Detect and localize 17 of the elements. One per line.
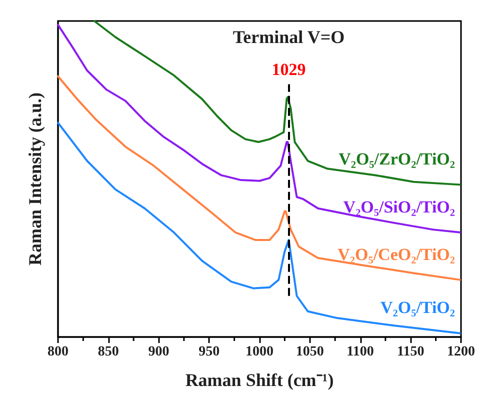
series-label: V₂O₅/CeO₂/TiO₂ xyxy=(338,244,456,264)
series-label: V₂O₅/ZrO₂/TiO₂ xyxy=(338,150,456,169)
x-tick-label: 1050 xyxy=(296,344,324,360)
x-tick-label: 800 xyxy=(48,344,68,360)
x-tick-label: 950 xyxy=(198,344,220,360)
y-axis-title: Raman Intensity (a.u.) xyxy=(25,92,45,266)
ref-line-label: 1029 xyxy=(272,60,306,80)
series-label: V₂O₅/TiO₂ xyxy=(380,298,456,318)
annotation: Terminal V=O xyxy=(232,27,345,47)
x-tick-label: 900 xyxy=(148,344,170,360)
x-tick-label: 1000 xyxy=(246,344,274,360)
x-tick-label: 1100 xyxy=(346,344,374,360)
x-tick-label: 1200 xyxy=(447,344,475,360)
x-tick-label: 850 xyxy=(98,344,119,360)
x-axis-title: Raman Shift (cm⁻¹) xyxy=(185,370,334,390)
x-tick-label: 1150 xyxy=(397,344,424,360)
series-label: V₂O₅/SiO₂/TiO₂ xyxy=(343,197,456,216)
